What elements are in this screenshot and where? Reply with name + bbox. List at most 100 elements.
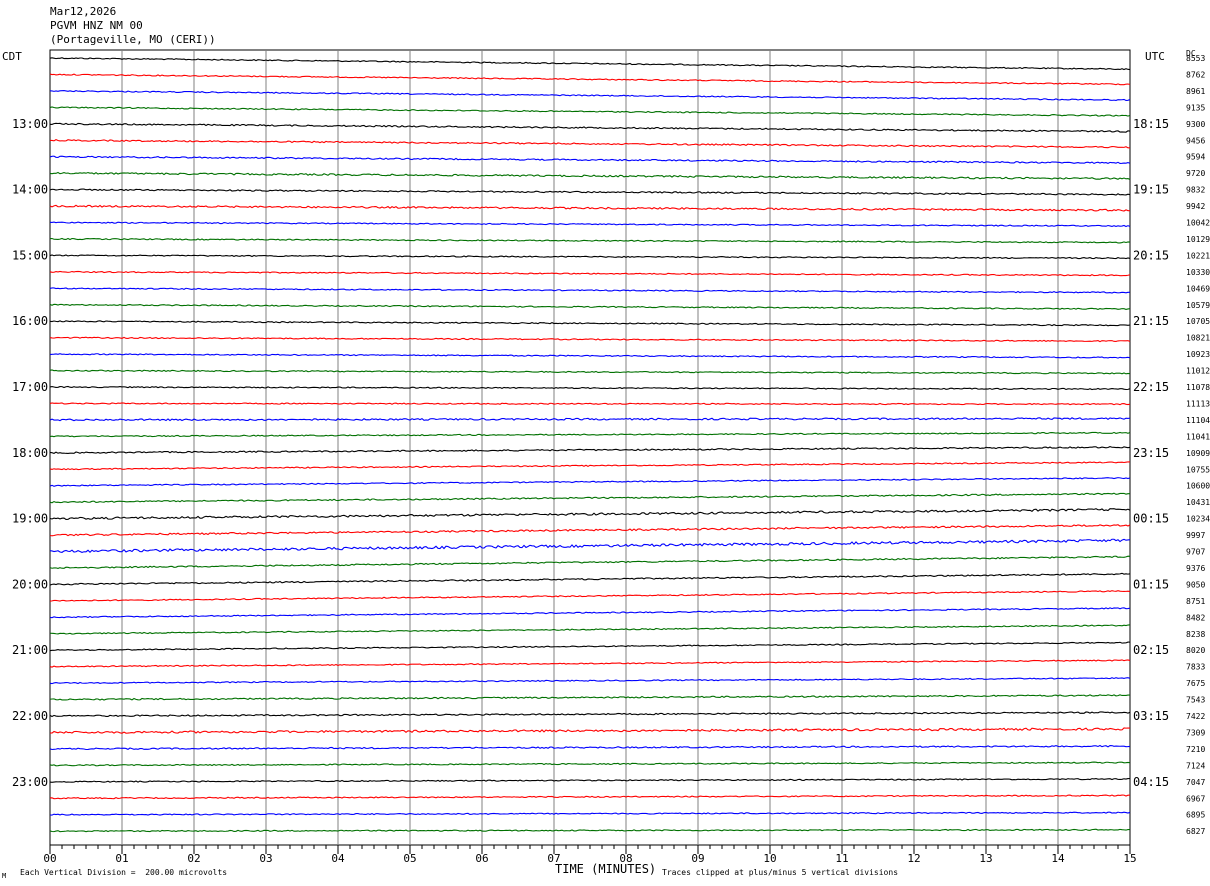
x-tick-label-01: 01 <box>115 852 128 865</box>
trace-line-7 <box>49 171 1131 180</box>
right-hour-label: 20:15 <box>1133 248 1169 262</box>
left-hour-label: 21:00 <box>12 643 48 657</box>
trace-line-42 <box>49 744 1131 751</box>
dc-offset-label: 10821 <box>1186 334 1210 343</box>
trace-line-31 <box>49 555 1131 570</box>
header-date: Mar12,2026 <box>50 5 117 18</box>
dc-offset-label: 8482 <box>1186 613 1205 622</box>
x-axis: 00 01 02 03 04 05 06 07 08 09 10 11 12 13 14 15 <box>43 845 1137 865</box>
trace-line-28 <box>49 508 1131 521</box>
trace-line-36 <box>49 641 1131 652</box>
right-hour-label: 22:15 <box>1133 380 1169 394</box>
x-tick-label-10: 10 <box>763 852 776 865</box>
trace-line-17 <box>49 336 1131 343</box>
left-hour-label: 16:00 <box>12 314 48 328</box>
trace-line-44 <box>49 778 1131 783</box>
x-tick-label-14: 14 <box>1051 852 1065 865</box>
dc-offset-label: 7210 <box>1186 745 1205 754</box>
right-hour-label: 18:15 <box>1133 117 1169 131</box>
dc-offset-label: 7309 <box>1186 728 1205 737</box>
dc-offset-label: 10705 <box>1186 317 1210 326</box>
x-tick-label-03: 03 <box>259 852 272 865</box>
dc-offset-label: 7833 <box>1186 663 1205 672</box>
trace-line-43 <box>49 761 1131 767</box>
clip-note: Traces clipped at plus/minus 5 vertical … <box>662 868 899 877</box>
trace-line-45 <box>49 794 1131 800</box>
right-hour-label: 04:15 <box>1133 775 1169 789</box>
dc-label: DC <box>1186 49 1196 58</box>
trace-line-47 <box>49 828 1131 833</box>
dc-offset-label: 9720 <box>1186 169 1205 178</box>
dc-offset-label: 10600 <box>1186 482 1210 491</box>
dc-offset-label: 10129 <box>1186 235 1210 244</box>
right-hour-label: 01:15 <box>1133 577 1169 591</box>
dc-offset-label: 8751 <box>1186 597 1205 606</box>
trace-line-10 <box>49 221 1131 228</box>
dc-offset-label: 11104 <box>1186 416 1210 425</box>
left-hour-label: 18:00 <box>12 446 48 460</box>
corner-mark: M <box>2 872 7 880</box>
plot-frame <box>49 49 1131 846</box>
trace-line-12 <box>49 254 1131 260</box>
trace-line-8 <box>49 188 1131 196</box>
traces <box>49 57 1131 833</box>
dc-offset-label: 11012 <box>1186 367 1210 376</box>
trace-line-13 <box>49 270 1131 277</box>
trace-line-25 <box>49 461 1131 471</box>
trace-line-20 <box>49 385 1131 391</box>
x-tick-label-06: 06 <box>475 852 488 865</box>
left-hour-label: 20:00 <box>12 577 48 591</box>
trace-line-24 <box>49 446 1131 454</box>
trace-line-26 <box>49 477 1131 487</box>
dc-offset-label: 6827 <box>1186 827 1205 836</box>
trace-line-9 <box>49 204 1131 212</box>
left-hour-label: 13:00 <box>12 117 48 131</box>
trace-line-34 <box>49 607 1131 619</box>
left-hour-label: 19:00 <box>12 512 48 526</box>
x-tick-label-12: 12 <box>907 852 920 865</box>
dc-offset-label: 8238 <box>1186 630 1205 639</box>
trace-line-1 <box>49 73 1131 86</box>
dc-offset-label: 7543 <box>1186 696 1205 705</box>
right-hour-label: 19:15 <box>1133 183 1169 197</box>
dc-offset-label: 8553 <box>1186 54 1205 63</box>
right-hour-label: 03:15 <box>1133 709 1169 723</box>
left-hour-label: 15:00 <box>12 248 48 262</box>
trace-line-29 <box>49 524 1131 537</box>
trace-line-40 <box>49 711 1131 718</box>
trace-line-4 <box>49 122 1131 133</box>
dc-offset-label: 9942 <box>1186 202 1205 211</box>
dc-offset-label: 11041 <box>1186 432 1210 441</box>
dc-offset-label: 6895 <box>1186 811 1205 820</box>
x-tick-label-02: 02 <box>187 852 200 865</box>
trace-line-0 <box>49 57 1131 71</box>
trace-line-23 <box>49 431 1131 438</box>
right-hour-label: 00:15 <box>1133 512 1169 526</box>
dc-offset-label: 10909 <box>1186 449 1210 458</box>
dc-offset-label: 11078 <box>1186 383 1210 392</box>
trace-line-2 <box>49 90 1131 102</box>
dc-offset-label: 7675 <box>1186 679 1205 688</box>
trace-line-32 <box>49 572 1131 586</box>
dc-offset-label: 9832 <box>1186 186 1205 195</box>
x-tick-label-09: 09 <box>691 852 704 865</box>
x-tick-label-13: 13 <box>979 852 992 865</box>
dc-offset-label: 9300 <box>1186 120 1205 129</box>
dc-offset-label: 7422 <box>1186 712 1205 721</box>
trace-line-38 <box>49 677 1131 685</box>
x-tick-label-08: 08 <box>619 852 632 865</box>
dc-offset-label: 10431 <box>1186 498 1210 507</box>
trace-line-15 <box>49 303 1131 310</box>
dc-offset-label: 7124 <box>1186 761 1205 770</box>
trace-line-27 <box>49 492 1131 504</box>
trace-line-35 <box>49 624 1131 635</box>
trace-line-16 <box>49 320 1131 327</box>
trace-line-5 <box>49 139 1131 149</box>
dc-offset-label: 6967 <box>1186 794 1205 803</box>
trace-line-18 <box>49 353 1131 359</box>
dc-offset-label: 9135 <box>1186 103 1205 112</box>
dc-offset-label: 9707 <box>1186 548 1205 557</box>
dc-offset-label: 9050 <box>1186 580 1205 589</box>
x-tick-label-07: 07 <box>547 852 560 865</box>
